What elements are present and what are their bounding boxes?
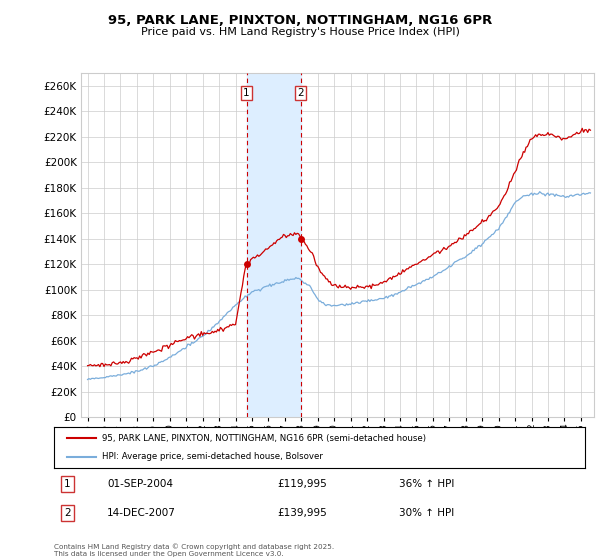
Text: Contains HM Land Registry data © Crown copyright and database right 2025.
This d: Contains HM Land Registry data © Crown c… <box>54 544 334 557</box>
Text: £139,995: £139,995 <box>277 508 327 518</box>
Text: 2: 2 <box>64 508 71 518</box>
Text: £119,995: £119,995 <box>277 479 327 489</box>
Text: 14-DEC-2007: 14-DEC-2007 <box>107 508 176 518</box>
Text: 1: 1 <box>64 479 71 489</box>
Text: 36% ↑ HPI: 36% ↑ HPI <box>399 479 455 489</box>
Text: HPI: Average price, semi-detached house, Bolsover: HPI: Average price, semi-detached house,… <box>102 452 323 461</box>
Text: 30% ↑ HPI: 30% ↑ HPI <box>399 508 454 518</box>
Bar <box>247 73 301 417</box>
Text: 95, PARK LANE, PINXTON, NOTTINGHAM, NG16 6PR: 95, PARK LANE, PINXTON, NOTTINGHAM, NG16… <box>108 14 492 27</box>
Text: 01-SEP-2004: 01-SEP-2004 <box>107 479 173 489</box>
Text: 2: 2 <box>298 88 304 98</box>
Text: 1: 1 <box>243 88 250 98</box>
Text: Price paid vs. HM Land Registry's House Price Index (HPI): Price paid vs. HM Land Registry's House … <box>140 27 460 37</box>
Text: 95, PARK LANE, PINXTON, NOTTINGHAM, NG16 6PR (semi-detached house): 95, PARK LANE, PINXTON, NOTTINGHAM, NG16… <box>102 433 426 442</box>
